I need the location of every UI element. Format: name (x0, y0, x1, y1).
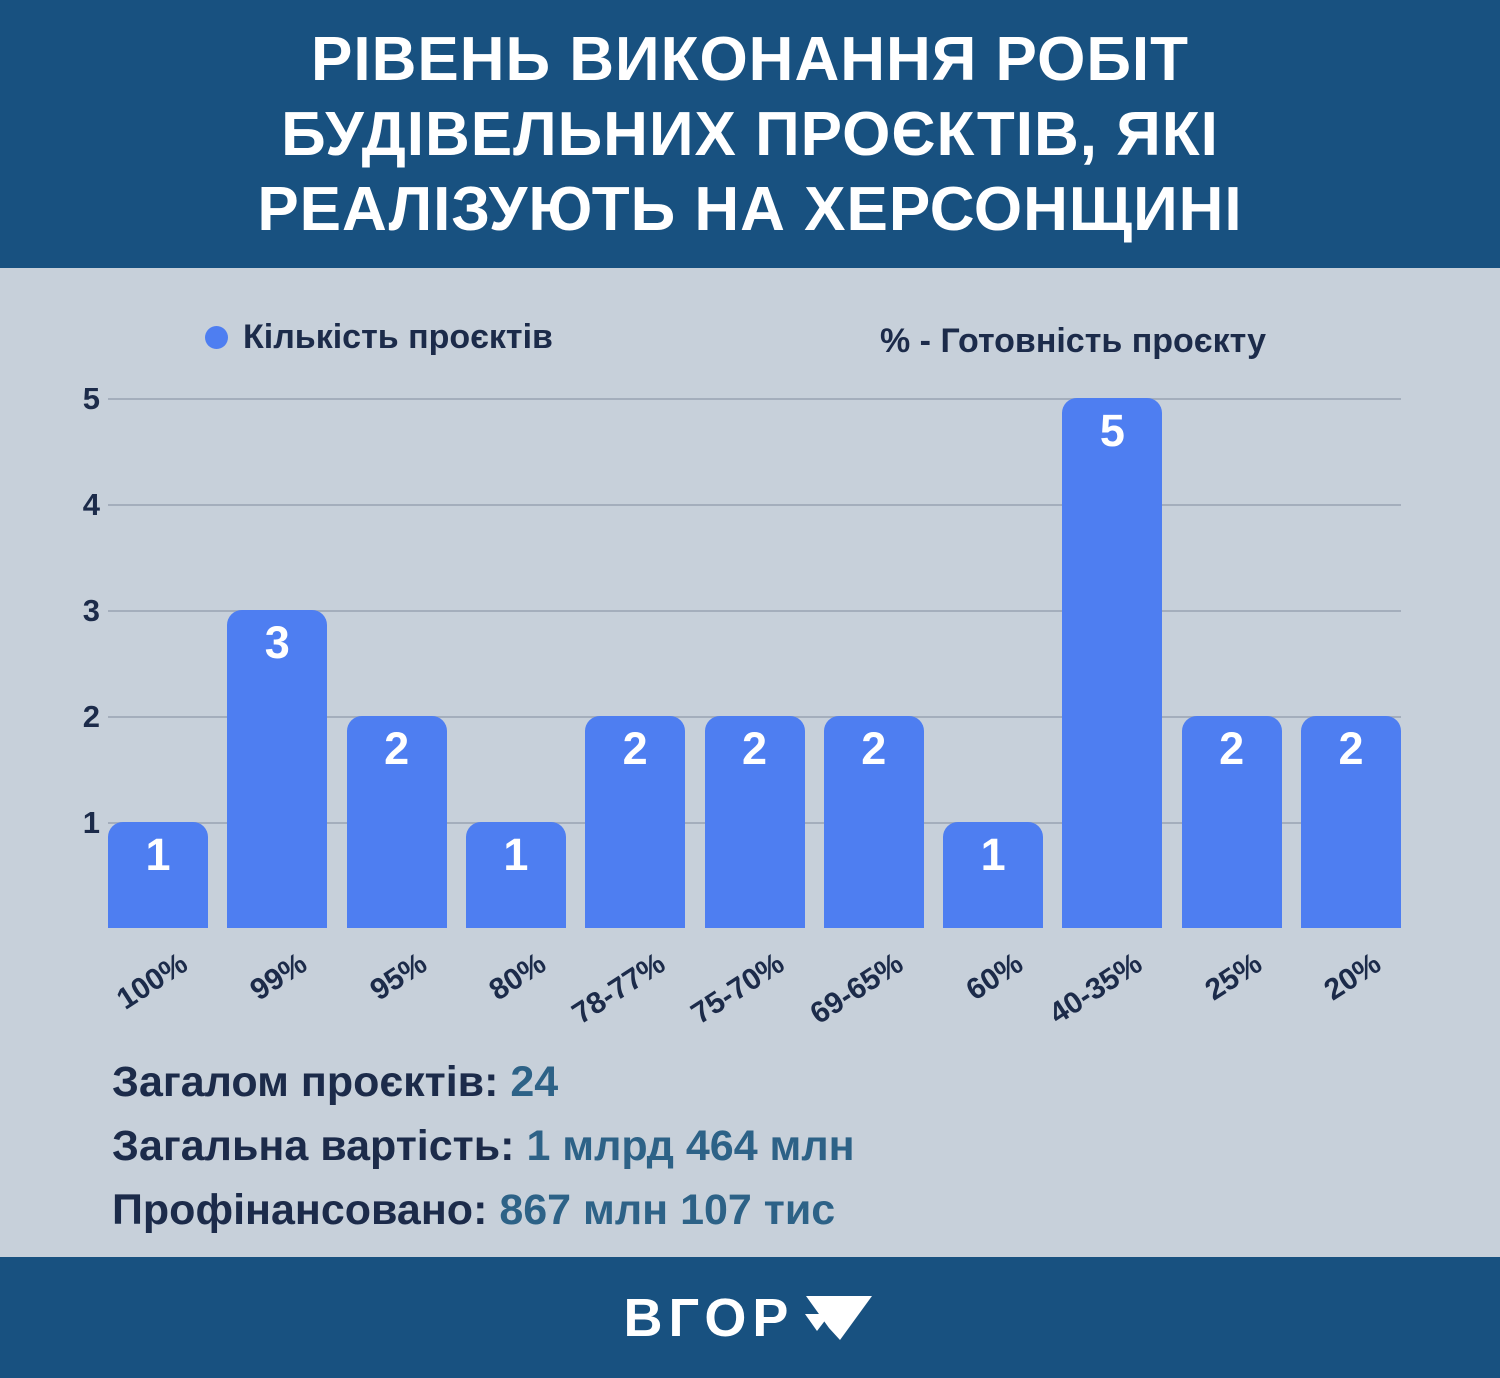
gridline-4 (108, 504, 1401, 506)
x-tick-label-25%: 25% (1199, 946, 1268, 1008)
gridline-5 (108, 398, 1401, 400)
x-tick-label-20%: 20% (1318, 946, 1387, 1008)
bar-value-label: 2 (1338, 723, 1364, 774)
bar-value-label: 1 (145, 829, 171, 880)
y-tick-label-3: 3 (82, 593, 100, 628)
legend-count: Кількість проєктів (205, 318, 553, 357)
legend-dot-icon (205, 326, 228, 349)
vgoru-logo-text: ВГОР (623, 1287, 795, 1348)
y-tick-label-2: 2 (82, 699, 100, 734)
bar-95%: 2 (346, 716, 447, 928)
stat-financed: Профінансовано: 867 млн 107 тис (112, 1178, 855, 1242)
stat-total-cost-label: Загальна вартість: (112, 1122, 515, 1170)
bar-chart-plot-area: 1 3 2 1 2 2 2 1 5 2 2 (108, 398, 1401, 928)
stat-total-cost: Загальна вартість: 1 млрд 464 млн (112, 1114, 855, 1178)
legend-readiness-label: % - Готовність проєкту (880, 322, 1266, 360)
x-tick-label-78-77%: 78-77% (566, 946, 671, 1031)
footer-banner: ВГОР (0, 1257, 1500, 1378)
bar-value-label: 1 (980, 829, 1006, 880)
logo-arrow-icon (805, 1295, 873, 1340)
stat-total-projects-value: 24 (510, 1058, 559, 1106)
bar-99%: 3 (227, 610, 328, 928)
bar-20%: 2 (1301, 716, 1401, 928)
stat-total-projects-label: Загалом проєктів: (112, 1058, 499, 1106)
x-tick-label-99%: 99% (244, 946, 314, 1008)
page-title-line-1: РІВЕНЬ ВИКОНАННЯ РОБІТ (311, 24, 1189, 94)
bar-value-label: 2 (741, 723, 768, 774)
x-tick-label-95%: 95% (363, 946, 433, 1008)
stat-total-cost-value: 1 млрд 464 млн (526, 1122, 855, 1170)
bar-75-70%: 2 (704, 716, 805, 928)
bar-100%: 1 (108, 822, 208, 928)
bar-69-65%: 2 (823, 716, 924, 928)
y-tick-label-5: 5 (82, 381, 100, 416)
page-title-line-2: БУДІВЕЛЬНИХ ПРОЄКТІВ, ЯКІ (281, 99, 1219, 169)
header-banner: РІВЕНЬ ВИКОНАННЯ РОБІТ БУДІВЕЛЬНИХ ПРОЄК… (0, 0, 1500, 268)
x-tick-label-75-70%: 75-70% (685, 946, 791, 1031)
bar-60%: 1 (943, 822, 1044, 928)
legend-count-label: Кількість проєктів (243, 318, 553, 356)
bar-78-77%: 2 (585, 716, 686, 928)
gridline-3 (108, 610, 1401, 612)
x-tick-label-100%: 100% (111, 946, 194, 1017)
bar-25%: 2 (1181, 716, 1282, 928)
bar-value-label: 2 (622, 723, 648, 774)
legend-readiness: % - Готовність проєкту (880, 322, 1266, 361)
x-tick-label-40-35%: 40-35% (1043, 946, 1149, 1031)
bar-value-label: 1 (503, 829, 529, 880)
x-tick-label-69-65%: 69-65% (804, 946, 910, 1031)
bar-value-label: 2 (1219, 723, 1245, 774)
bar-40-35%: 5 (1062, 398, 1163, 928)
stat-financed-value: 867 млн 107 тис (499, 1186, 836, 1234)
x-tick-label-80%: 80% (483, 946, 552, 1008)
bar-value-label: 5 (1099, 405, 1125, 456)
x-tick-label-60%: 60% (960, 946, 1029, 1008)
bar-80%: 1 (465, 822, 566, 928)
stat-total-projects: Загалом проєктів: 24 (112, 1050, 855, 1114)
vgoru-logo: ВГОР (624, 1291, 877, 1345)
bar-value-label: 2 (384, 723, 410, 774)
bar-value-label: 2 (861, 723, 887, 774)
bar-value-label: 3 (264, 617, 290, 668)
y-tick-label-4: 4 (82, 487, 100, 522)
stat-financed-label: Профінансовано: (112, 1186, 488, 1234)
summary-stats: Загалом проєктів: 24 Загальна вартість: … (112, 1050, 855, 1242)
y-tick-label-1: 1 (82, 805, 100, 840)
page-title-line-3: РЕАЛІЗУЮТЬ НА ХЕРСОНЩИНІ (257, 174, 1243, 244)
